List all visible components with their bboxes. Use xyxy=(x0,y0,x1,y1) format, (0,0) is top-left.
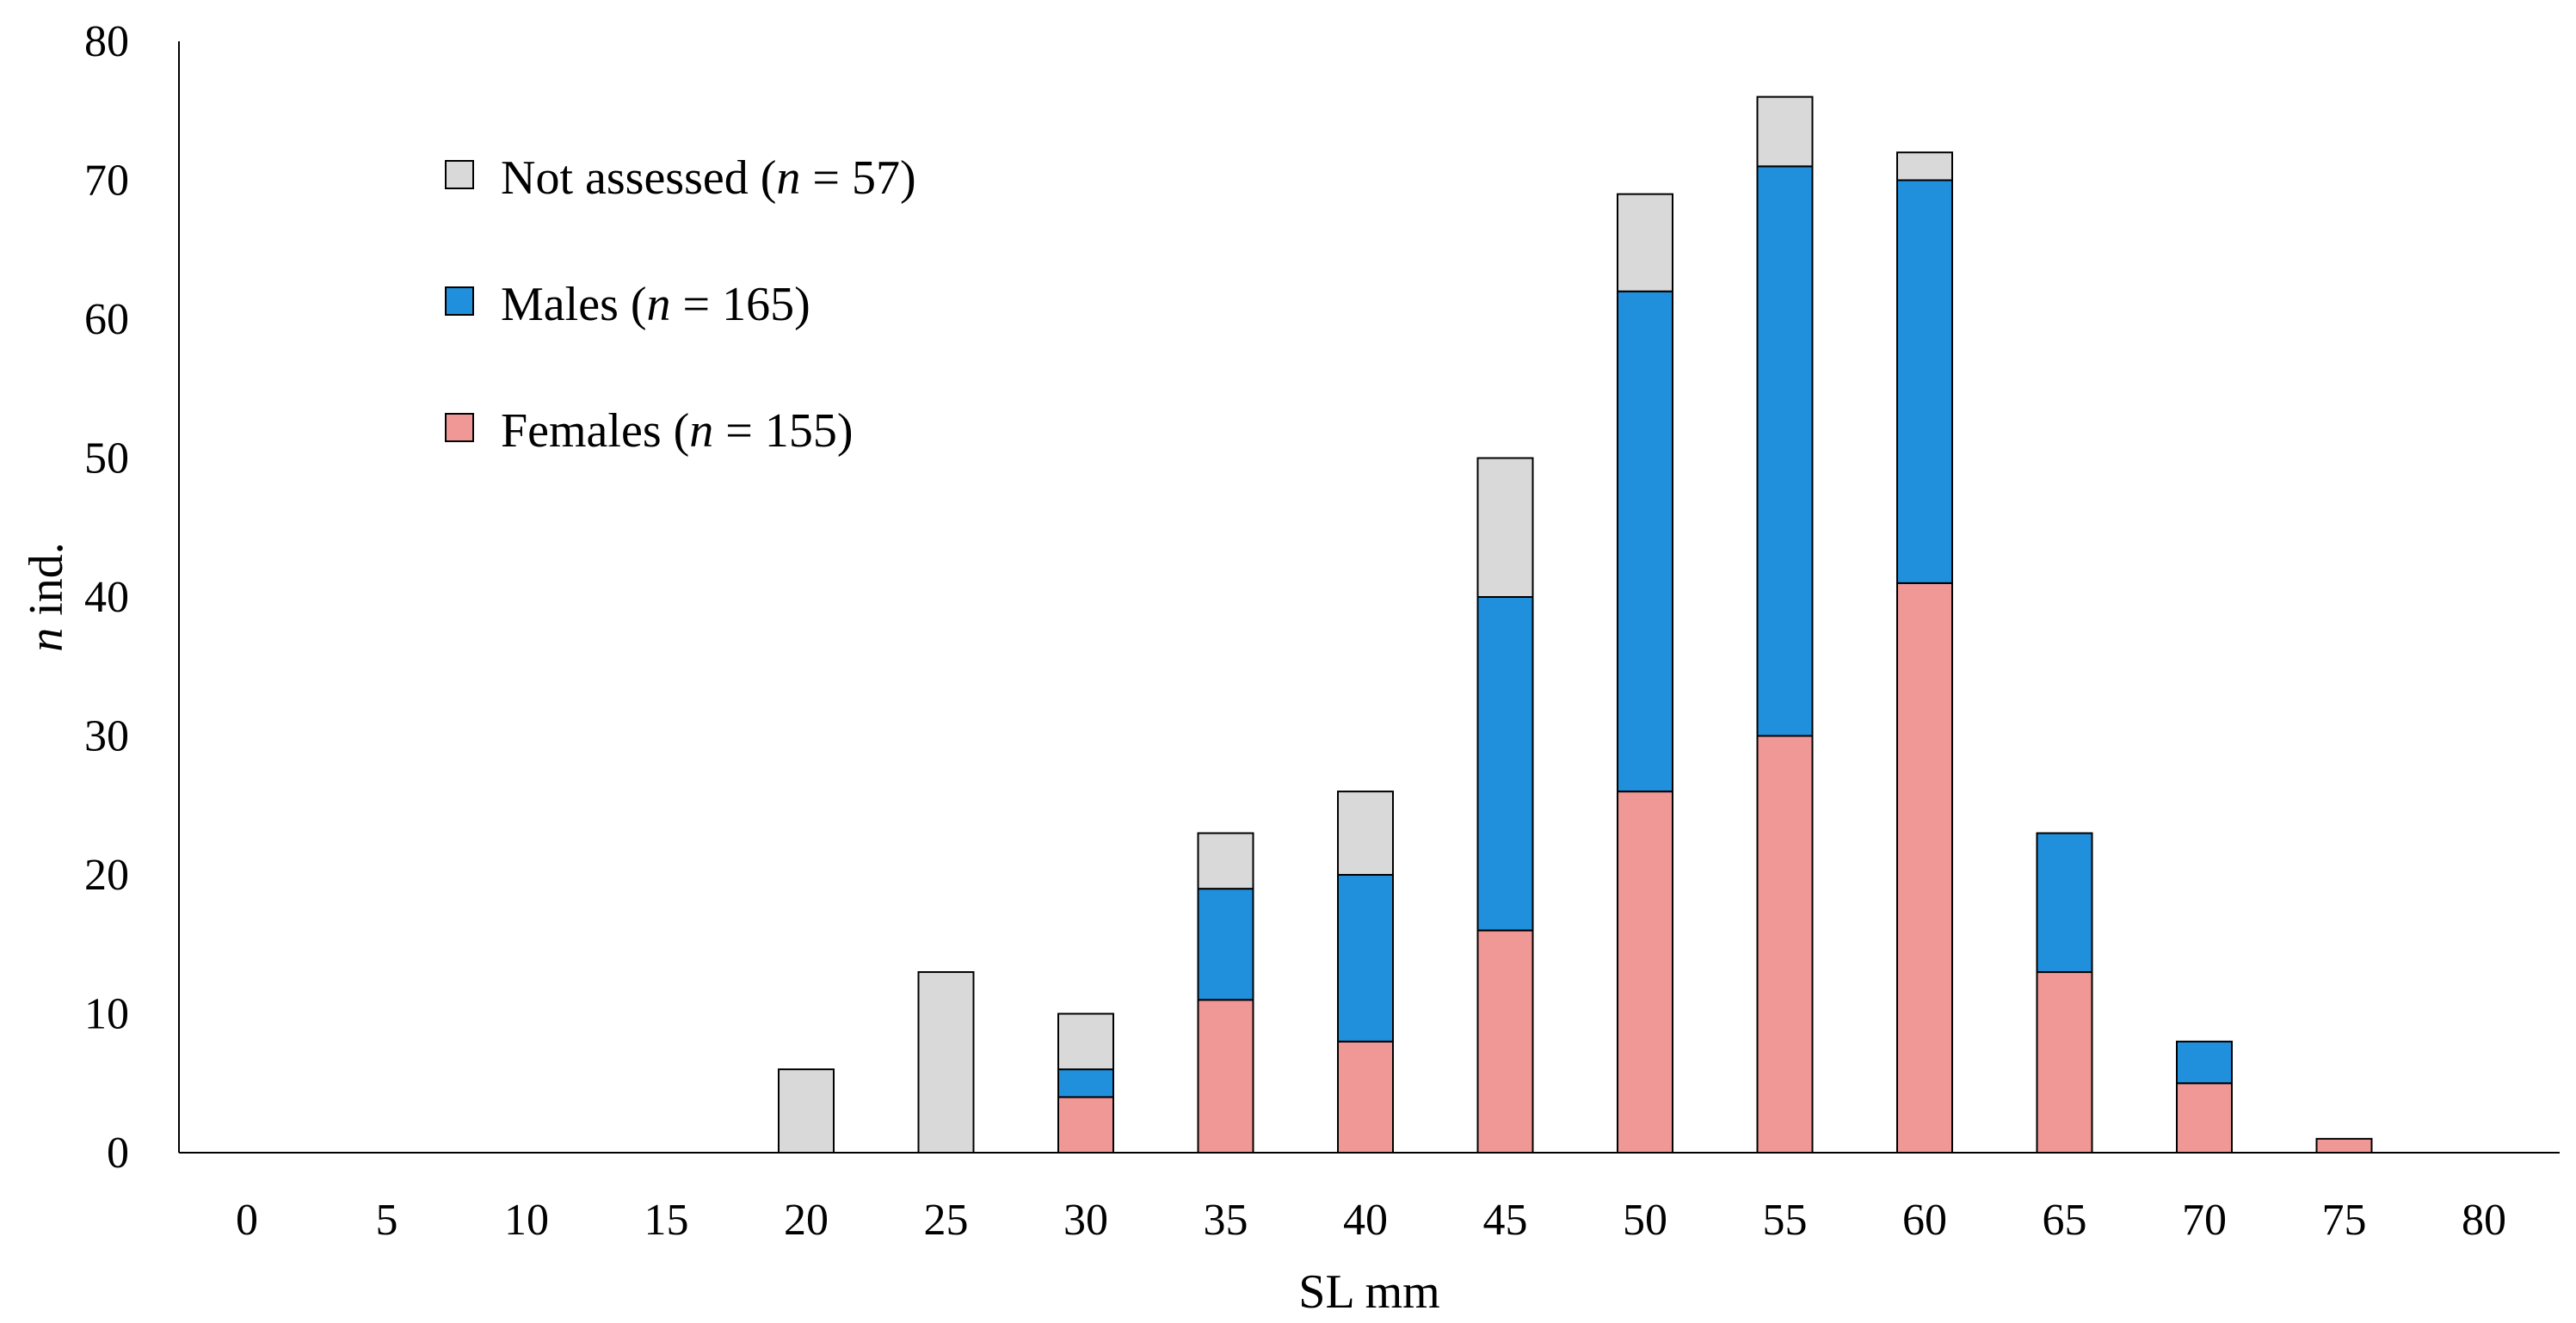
bar-segment-not_assessed xyxy=(1476,457,1534,598)
x-tick-label: 10 xyxy=(504,1196,549,1245)
legend-label-count: = 155) xyxy=(713,404,853,458)
legend-swatch-males xyxy=(445,286,474,316)
x-tick-label: 55 xyxy=(1763,1196,1808,1245)
legend-label-n: n xyxy=(647,278,671,331)
bar-segment-not_assessed xyxy=(917,971,975,1154)
y-tick-labels: 0 10 20 30 40 50 60 70 80 xyxy=(84,17,129,1178)
y-tick-label: 0 xyxy=(107,1129,129,1178)
bar-segment-females xyxy=(2036,971,2093,1154)
bar-segment-females xyxy=(1617,791,1673,1154)
y-tick-label: 30 xyxy=(84,712,129,761)
legend-label-count: = 57) xyxy=(800,151,915,205)
x-tick-label: 80 xyxy=(2462,1196,2506,1245)
bar-segment-not_assessed xyxy=(1617,193,1673,292)
bar-segment-females xyxy=(2176,1082,2233,1154)
y-tick-label: 40 xyxy=(84,573,129,622)
legend-label-text: Females ( xyxy=(501,404,689,458)
bar-segment-females xyxy=(1197,999,1254,1154)
bar-segment-females xyxy=(1896,582,1953,1154)
x-tick-label: 50 xyxy=(1623,1196,1667,1245)
bar-segment-females xyxy=(1476,929,1534,1154)
legend-label-count: = 165) xyxy=(671,278,810,331)
legend-swatch-females xyxy=(445,413,474,442)
x-tick-label: 65 xyxy=(2043,1196,2087,1245)
y-axis-title-rest: ind. xyxy=(20,542,73,628)
bar-segment-males xyxy=(1617,290,1673,793)
y-tick-label: 50 xyxy=(84,434,129,483)
x-tick-label: 25 xyxy=(924,1196,969,1245)
bar-segment-males xyxy=(1476,596,1534,932)
x-tick-label: 0 xyxy=(236,1196,258,1245)
x-tick-label: 35 xyxy=(1204,1196,1248,1245)
legend-label-text: Not assessed ( xyxy=(501,151,776,205)
y-axis-title: n ind. xyxy=(20,542,73,652)
bar-segment-males xyxy=(2036,832,2093,974)
bar-segment-females xyxy=(1057,1096,1114,1154)
legend-swatch-not_assessed xyxy=(445,160,474,189)
legend-label-n: n xyxy=(689,404,713,458)
y-tick-label: 80 xyxy=(84,17,129,66)
bar-segment-males xyxy=(1896,179,1953,584)
bar-segment-males xyxy=(1337,874,1394,1043)
x-tick-label: 30 xyxy=(1063,1196,1108,1245)
bar-segment-not_assessed xyxy=(1197,832,1254,890)
x-tick-label: 70 xyxy=(2182,1196,2227,1245)
y-tick-label: 70 xyxy=(84,157,129,206)
x-axis-title: SL mm xyxy=(1298,1265,1439,1319)
bar-segment-not_assessed xyxy=(1896,151,1953,182)
bar-segment-females xyxy=(2315,1137,2373,1154)
legend-label-not_assessed: Not assessed (n = 57) xyxy=(501,151,916,205)
bar-segment-not_assessed xyxy=(1057,1012,1114,1071)
x-tick-labels: 0 5 10 15 20 25 30 35 40 45 50 55 60 65 70 75 80 xyxy=(236,1196,2506,1245)
x-tick-label: 5 xyxy=(376,1196,398,1245)
bar-segment-males xyxy=(1756,165,1814,737)
x-tick-label: 40 xyxy=(1343,1196,1388,1245)
y-tick-label: 10 xyxy=(84,990,129,1039)
legend-label-females: Females (n = 155) xyxy=(501,404,854,458)
y-tick-label: 60 xyxy=(84,295,129,344)
bar-segment-males xyxy=(2176,1040,2233,1085)
legend-label-n: n xyxy=(776,151,800,205)
x-tick-label: 75 xyxy=(2322,1196,2367,1245)
bars-layer xyxy=(778,95,2373,1154)
y-tick-label: 20 xyxy=(84,851,129,900)
bar-segment-not_assessed xyxy=(778,1068,835,1154)
x-tick-label: 60 xyxy=(1902,1196,1947,1245)
bar-segment-females xyxy=(1756,735,1814,1154)
bar-segment-females xyxy=(1337,1040,1394,1154)
bar-segment-males xyxy=(1057,1068,1114,1098)
x-tick-label: 20 xyxy=(784,1196,829,1245)
bar-segment-not_assessed xyxy=(1337,791,1394,876)
y-axis-title-italic: n xyxy=(20,628,73,652)
x-tick-label: 45 xyxy=(1483,1196,1528,1245)
bar-segment-not_assessed xyxy=(1756,95,1814,168)
legend-label-text: Males ( xyxy=(501,278,647,331)
legend: Not assessed (n = 57)Males (n = 165)Fema… xyxy=(445,151,916,458)
x-tick-label: 15 xyxy=(644,1196,689,1245)
bar-segment-males xyxy=(1197,888,1254,1001)
legend-label-males: Males (n = 165) xyxy=(501,278,810,331)
